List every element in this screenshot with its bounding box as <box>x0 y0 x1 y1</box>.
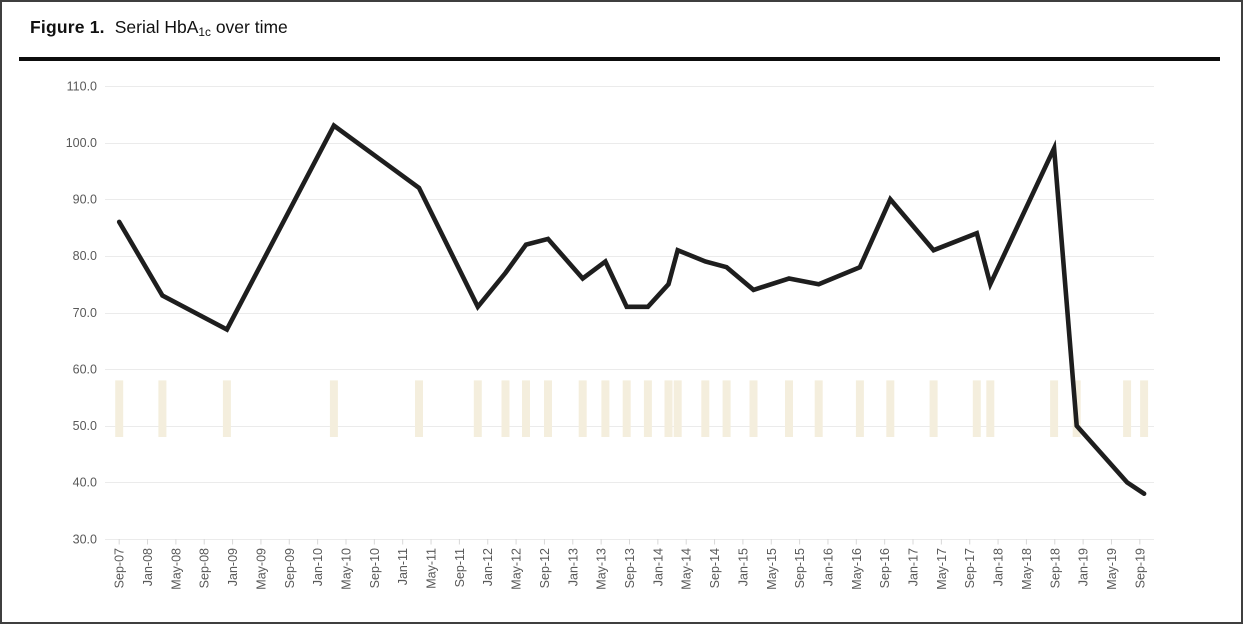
x-axis-label: May-19 <box>1105 548 1119 590</box>
x-axis-label: May-15 <box>765 548 779 590</box>
measurement-marker-bar <box>578 380 587 437</box>
x-axis-label: Jan-13 <box>566 548 580 586</box>
x-axis-label: Jan-19 <box>1077 548 1091 586</box>
measurement-marker-bar <box>601 380 610 437</box>
figure-title-prefix: Serial HbA <box>114 17 199 37</box>
x-axis-label: Sep-17 <box>963 548 977 588</box>
measurement-marker-bar <box>749 380 758 437</box>
y-axis-label: 110.0 <box>67 79 97 93</box>
x-axis-label: Sep-15 <box>793 548 807 588</box>
x-axis-label: Sep-07 <box>113 548 127 588</box>
measurement-marker-bar <box>158 380 167 437</box>
x-axis-label: Jan-14 <box>651 548 665 586</box>
y-axis-label: 100.0 <box>66 136 97 150</box>
measurement-marker-bar <box>1050 380 1059 437</box>
x-axis-label: Sep-11 <box>453 548 467 587</box>
measurement-marker-bar <box>643 380 652 437</box>
x-axis-label: Sep-09 <box>283 548 297 588</box>
x-axis-label: Sep-14 <box>708 548 722 588</box>
title-rule <box>19 57 1220 61</box>
measurement-marker-bar <box>222 380 231 437</box>
figure-label: Figure 1. <box>30 17 105 37</box>
figure-title-suffix: over time <box>210 17 288 37</box>
y-axis-label: 90.0 <box>73 193 97 207</box>
x-axis-label: Jan-15 <box>736 548 750 586</box>
x-axis-label: May-09 <box>254 548 268 590</box>
y-axis-label: 60.0 <box>73 362 97 376</box>
measurement-marker-bar <box>886 380 895 437</box>
x-axis-label: Jan-08 <box>141 548 155 586</box>
figure-header: Figure 1. Serial HbA1c over time <box>30 17 288 39</box>
y-axis-label: 40.0 <box>73 476 97 490</box>
measurement-marker-bar <box>329 380 338 437</box>
x-axis-label: May-18 <box>1020 548 1034 590</box>
figure-title-subscript: 1c <box>198 24 211 39</box>
measurement-marker-bar <box>1123 380 1132 437</box>
measurement-marker-bar <box>929 380 938 437</box>
hba1c-series-line <box>116 122 1147 497</box>
x-axis-label: Sep-08 <box>198 548 212 588</box>
measurement-marker-bar <box>664 380 673 437</box>
measurement-marker-bar <box>1140 380 1149 437</box>
x-axis-label: May-12 <box>510 548 524 590</box>
x-axis-label: Jan-11 <box>396 548 410 585</box>
measurement-marker-bar <box>722 380 731 437</box>
x-axis-label: Jan-10 <box>311 548 325 586</box>
x-axis-label: May-14 <box>680 548 694 590</box>
measurement-marker-bar <box>673 380 682 437</box>
measurement-marker-bar <box>522 380 530 437</box>
measurement-marker-bar <box>501 380 510 437</box>
x-axis-label: Jan-17 <box>907 548 921 586</box>
measurement-marker-bar <box>473 380 482 437</box>
measurement-marker-bar <box>814 380 823 437</box>
x-axis-label: Sep-13 <box>623 548 637 588</box>
x-axis-label: May-13 <box>595 548 609 590</box>
y-axis-label: 50.0 <box>73 419 97 433</box>
y-axis-label: 80.0 <box>73 249 97 263</box>
measurement-marker-bar <box>785 380 793 437</box>
x-axis-label: Jan-09 <box>226 548 240 586</box>
measurement-marker-bar <box>972 380 981 437</box>
measurement-marker-bar <box>701 380 710 437</box>
y-axis-label: 30.0 <box>73 532 97 546</box>
x-axis-label: May-11 <box>425 548 439 589</box>
measurement-marker-bar <box>986 380 995 437</box>
x-axis-label: Jan-16 <box>821 548 835 586</box>
x-axis-label: Sep-19 <box>1133 548 1147 588</box>
figure-title: Serial HbA1c over time <box>114 17 288 39</box>
measurement-marker-bar <box>855 380 864 437</box>
x-axis-label: May-08 <box>169 548 183 590</box>
x-axis-label: Sep-18 <box>1048 548 1062 588</box>
x-axis-label: Sep-16 <box>878 548 892 588</box>
measurement-marker-bar <box>544 380 552 437</box>
x-axis-label: Sep-10 <box>368 548 382 588</box>
x-axis-label: May-17 <box>935 548 949 590</box>
x-axis-label: Sep-12 <box>538 548 552 588</box>
measurement-marker-bar <box>115 380 124 437</box>
measurement-marker-bar <box>415 380 423 437</box>
x-axis-label: May-16 <box>850 548 864 590</box>
y-axis-label: 70.0 <box>73 306 97 320</box>
measurement-marker-bar <box>622 380 631 437</box>
x-axis-label: Jan-18 <box>992 548 1006 586</box>
x-axis-label: May-10 <box>339 548 353 590</box>
x-axis-label: Jan-12 <box>481 548 495 586</box>
